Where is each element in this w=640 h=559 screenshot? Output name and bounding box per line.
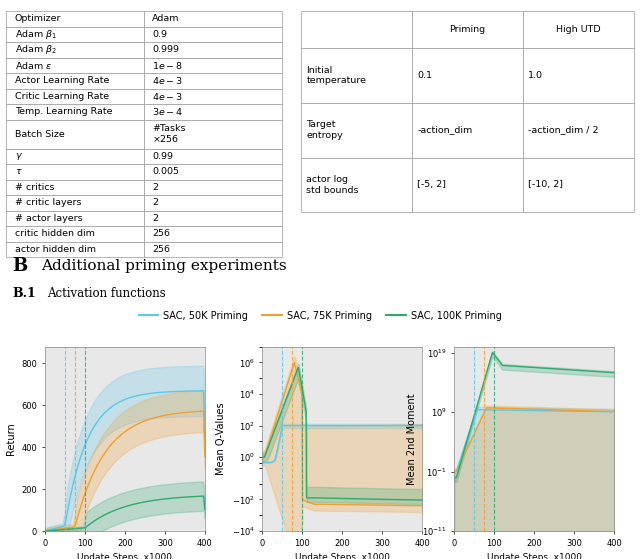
Y-axis label: Mean 2nd Moment: Mean 2nd Moment (406, 393, 417, 485)
X-axis label: Update Steps, x1000: Update Steps, x1000 (295, 553, 390, 559)
Text: B.1: B.1 (13, 287, 36, 300)
Text: Additional priming experiments: Additional priming experiments (41, 258, 287, 273)
Y-axis label: Mean Q-Values: Mean Q-Values (216, 402, 226, 475)
Legend: SAC, 50K Priming, SAC, 75K Priming, SAC, 100K Priming: SAC, 50K Priming, SAC, 75K Priming, SAC,… (134, 307, 506, 325)
Y-axis label: Return: Return (6, 423, 16, 455)
X-axis label: Update Steps, x1000: Update Steps, x1000 (77, 553, 172, 559)
Text: B: B (13, 257, 28, 274)
X-axis label: Update Steps, x1000: Update Steps, x1000 (487, 553, 582, 559)
Text: Activation functions: Activation functions (47, 287, 166, 300)
